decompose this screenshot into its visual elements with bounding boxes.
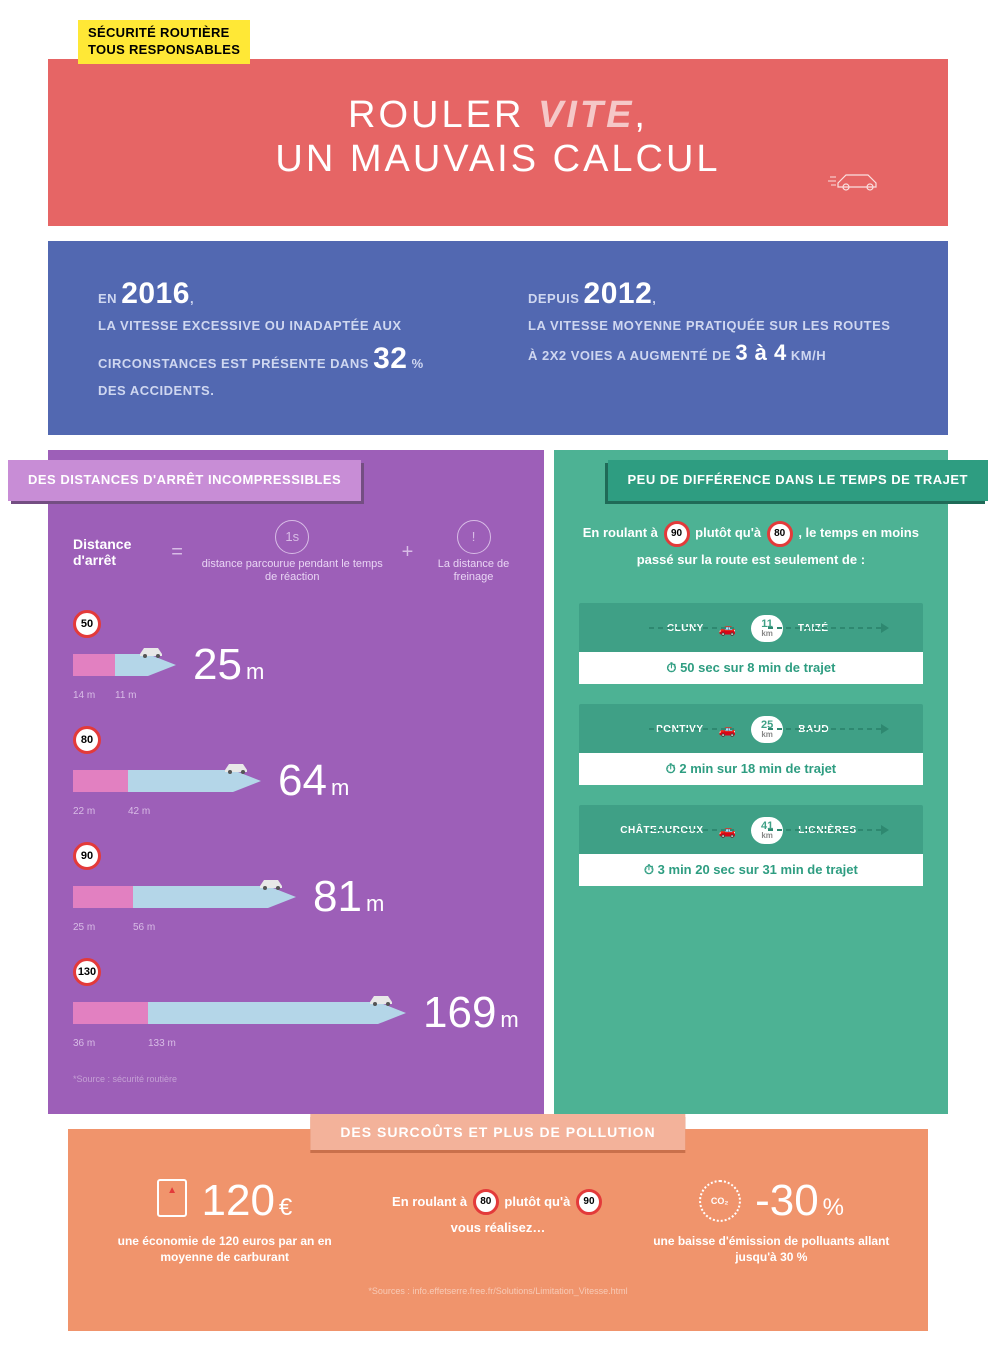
- seg-braking: [148, 1002, 378, 1024]
- car-tiny-icon: [136, 642, 166, 663]
- fuel-text: une économie de 120 euros par an en moye…: [98, 1233, 351, 1267]
- stat-3a4-value: 3 à 4: [735, 340, 786, 365]
- formula-reaction: 1s distance parcourue pendant le temps d…: [198, 520, 387, 584]
- ribbon-trips: PEU DE DIFFÉRENCE DANS LE TEMPS DE TRAJE…: [608, 460, 988, 501]
- car-tiny-icon: [366, 990, 396, 1011]
- speed-sign-50: 50: [73, 610, 101, 638]
- hero-word-vite: VITE: [538, 94, 634, 136]
- logo-line1: SÉCURITÉ ROUTIÈRE: [88, 25, 230, 40]
- hero-banner: ROULER VITE, UN MAUVAIS CALCUL: [48, 59, 948, 226]
- distance-row-80: 80 64m 22 m42 m: [73, 726, 519, 817]
- trip-cluny: CLUNY🚗11kmTAIZÉ50 sec sur 8 min de traje…: [579, 603, 923, 684]
- panel-trips: PEU DE DIFFÉRENCE DANS LE TEMPS DE TRAJE…: [554, 450, 948, 1113]
- stat-2012: DEPUIS 2012, LA VITESSE MOYENNE PRATIQUÉ…: [528, 271, 898, 400]
- trip-châteauroux: CHÂTEAUROUX🚗41kmLIGNIÈRES3 min 20 sec su…: [579, 805, 923, 886]
- panel-distances: DES DISTANCES D'ARRÊT INCOMPRESSIBLES Di…: [48, 450, 544, 1113]
- hero-title: ROULER VITE, UN MAUVAIS CALCUL: [78, 94, 918, 181]
- ribbon-costs: DES SURCOÛTS ET PLUS DE POLLUTION: [310, 1114, 685, 1150]
- seg-reaction: [73, 886, 133, 908]
- hero-word1: ROULER: [348, 94, 524, 136]
- formula-braking: ! La distance de freinage: [428, 520, 518, 584]
- brand-logo: SÉCURITÉ ROUTIÈRE TOUS RESPONSABLES: [78, 20, 250, 64]
- seg-reaction: [73, 1002, 148, 1024]
- stats-block: EN 2016, LA VITESSE EXCESSIVE OU INADAPT…: [48, 241, 948, 435]
- value-30: -30: [755, 1176, 819, 1225]
- car-tiny-icon: [221, 758, 251, 779]
- alert-icon: !: [457, 520, 491, 554]
- hero-line2: UN MAUVAIS CALCUL: [275, 138, 720, 180]
- ribbon-distances: DES DISTANCES D'ARRÊT INCOMPRESSIBLES: [8, 460, 361, 501]
- speed-sign-130: 130: [73, 958, 101, 986]
- speed-sign-80: 80: [767, 521, 793, 547]
- distance-sub-labels: 14 m11 m: [73, 690, 519, 701]
- distance-total: 81m: [313, 875, 384, 919]
- seg-reaction: [73, 770, 128, 792]
- distance-sub-labels: 22 m42 m: [73, 806, 519, 817]
- fuel-pump-icon: [157, 1179, 187, 1222]
- stat-32-value: 32: [373, 342, 407, 375]
- speed-sign-80b: 80: [473, 1189, 499, 1215]
- speed-sign-90b: 90: [576, 1189, 602, 1215]
- clock-icon: 1s: [275, 520, 309, 554]
- car-tiny-icon: [256, 874, 286, 895]
- stat-year-2016: 2016: [121, 277, 190, 310]
- distance-total: 25m: [193, 643, 264, 687]
- distance-sub-labels: 25 m56 m: [73, 922, 519, 933]
- seg-braking: [133, 886, 268, 908]
- cost-fuel: 120€ une économie de 120 euros par an en…: [98, 1179, 351, 1267]
- speed-sign-80: 80: [73, 726, 101, 754]
- stat-year-2012: 2012: [584, 277, 653, 310]
- distance-sub-labels: 36 m133 m: [73, 1038, 519, 1049]
- distance-row-50: 50 25m 14 m11 m: [73, 610, 519, 701]
- trip-saving: 50 sec sur 8 min de trajet: [579, 652, 923, 684]
- seg-reaction: [73, 654, 115, 676]
- trip-saving: 3 min 20 sec sur 31 min de trajet: [579, 854, 923, 886]
- value-120: 120: [202, 1176, 275, 1225]
- speed-sign-90: 90: [664, 521, 690, 547]
- car-icon: [828, 167, 888, 196]
- co2-text: une baisse d'émission de polluants allan…: [645, 1233, 898, 1267]
- distance-total: 169m: [423, 991, 519, 1035]
- trip-saving: 2 min sur 18 min de trajet: [579, 753, 923, 785]
- distance-row-90: 90 81m 25 m56 m: [73, 842, 519, 933]
- logo-line2: TOUS RESPONSABLES: [88, 42, 240, 57]
- source-note-purple: *Source : sécurité routière: [73, 1074, 519, 1084]
- panel-costs: DES SURCOÛTS ET PLUS DE POLLUTION 120€ u…: [68, 1129, 928, 1332]
- trips-intro: En roulant à 90 plutôt qu'à 80 , le temp…: [579, 520, 923, 573]
- stat-2016: EN 2016, LA VITESSE EXCESSIVE OU INADAPT…: [98, 271, 468, 400]
- source-note-orange: *Sources : info.effetserre.free.fr/Solut…: [98, 1286, 898, 1296]
- cost-co2: CO₂ -30% une baisse d'émission de pollua…: [645, 1179, 898, 1267]
- seg-braking: [128, 770, 233, 792]
- speed-sign-90: 90: [73, 842, 101, 870]
- distance-row-130: 130 169m 36 m133 m: [73, 958, 519, 1049]
- distance-total: 64m: [278, 759, 349, 803]
- cost-intro: En roulant à 80 plutôt qu'à 90 vous réal…: [371, 1179, 624, 1242]
- trip-pontivy: PONTIVY🚗25kmBAUD2 min sur 18 min de traj…: [579, 704, 923, 785]
- distance-formula: Distance d'arrêt = 1s distance parcourue…: [73, 520, 519, 584]
- co2-icon: CO₂: [699, 1180, 741, 1222]
